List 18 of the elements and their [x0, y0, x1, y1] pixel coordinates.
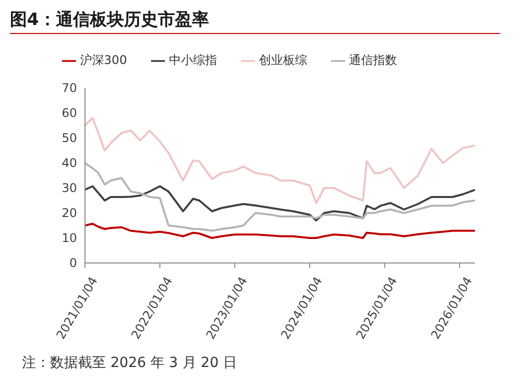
- y-tick-label: 20: [62, 206, 77, 220]
- line-series: [85, 117, 475, 204]
- chart-title: 图4：通信板块历史市盈率: [10, 8, 500, 34]
- text: 注：数据截至 2026 年 3 月 20 日: [22, 354, 238, 372]
- legend-label: 中小综指: [168, 53, 217, 67]
- line-series: [85, 162, 475, 232]
- line-series: [85, 185, 475, 222]
- y-tick-label: 10: [62, 231, 77, 245]
- y-tick-label: 60: [62, 106, 77, 120]
- y-tick-label: 40: [62, 156, 77, 170]
- y-tick-label: 70: [62, 81, 77, 95]
- legend-label: 通信指数: [348, 53, 397, 67]
- legend-label: 创业板综: [258, 53, 307, 67]
- y-tick-label: 0: [69, 256, 77, 270]
- y-tick-label: 30: [62, 181, 77, 195]
- legend-label: 沪深300: [80, 53, 127, 67]
- y-tick-label: 50: [62, 131, 77, 145]
- line-series: [85, 222, 475, 239]
